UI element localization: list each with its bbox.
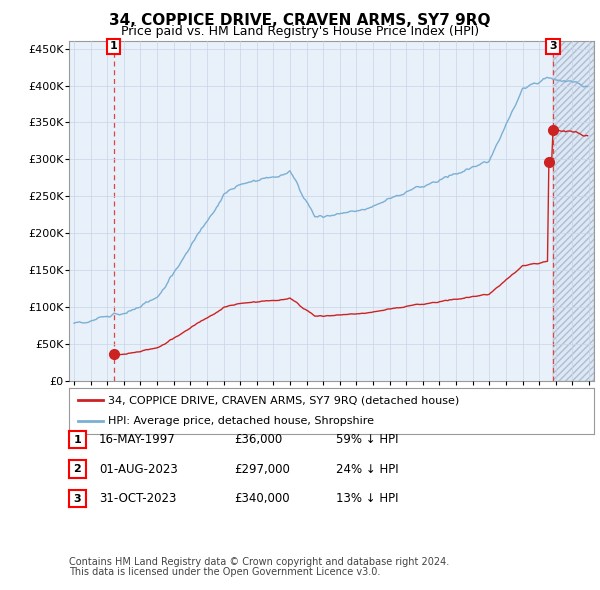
Text: Contains HM Land Registry data © Crown copyright and database right 2024.: Contains HM Land Registry data © Crown c… <box>69 557 449 566</box>
Bar <box>553 41 594 381</box>
Text: 24% ↓ HPI: 24% ↓ HPI <box>336 463 398 476</box>
Text: 01-AUG-2023: 01-AUG-2023 <box>99 463 178 476</box>
Text: 3: 3 <box>549 41 557 51</box>
Text: This data is licensed under the Open Government Licence v3.0.: This data is licensed under the Open Gov… <box>69 568 380 577</box>
Text: 34, COPPICE DRIVE, CRAVEN ARMS, SY7 9RQ: 34, COPPICE DRIVE, CRAVEN ARMS, SY7 9RQ <box>109 13 491 28</box>
Bar <box>553 41 594 381</box>
Text: 59% ↓ HPI: 59% ↓ HPI <box>336 433 398 446</box>
Text: 1: 1 <box>74 435 81 444</box>
Text: 31-OCT-2023: 31-OCT-2023 <box>99 492 176 505</box>
Text: 13% ↓ HPI: 13% ↓ HPI <box>336 492 398 505</box>
Text: £36,000: £36,000 <box>234 433 282 446</box>
Text: 2: 2 <box>74 464 81 474</box>
Text: £340,000: £340,000 <box>234 492 290 505</box>
Text: 3: 3 <box>74 494 81 503</box>
Text: 1: 1 <box>110 41 118 51</box>
Text: £297,000: £297,000 <box>234 463 290 476</box>
Text: HPI: Average price, detached house, Shropshire: HPI: Average price, detached house, Shro… <box>109 416 374 426</box>
Text: Price paid vs. HM Land Registry's House Price Index (HPI): Price paid vs. HM Land Registry's House … <box>121 25 479 38</box>
Text: 16-MAY-1997: 16-MAY-1997 <box>99 433 176 446</box>
Text: 34, COPPICE DRIVE, CRAVEN ARMS, SY7 9RQ (detached house): 34, COPPICE DRIVE, CRAVEN ARMS, SY7 9RQ … <box>109 395 460 405</box>
